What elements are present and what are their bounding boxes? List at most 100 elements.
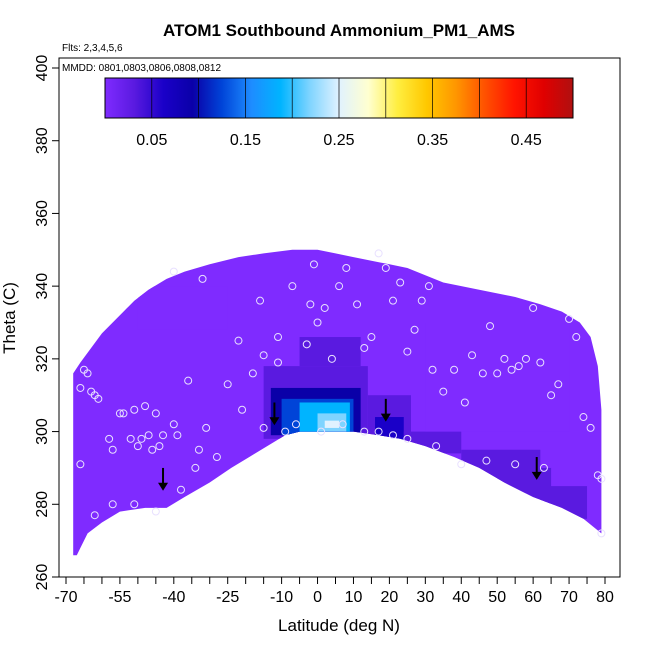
data-point bbox=[529, 303, 538, 312]
data-point bbox=[327, 354, 336, 363]
data-point bbox=[410, 325, 419, 334]
x-tick-label: -55 bbox=[108, 589, 131, 606]
y-tick-label: 400 bbox=[34, 55, 51, 82]
colorbar: 0.05 0.15 0.25 0.35 0.45 bbox=[104, 77, 574, 149]
profile-arrow bbox=[269, 402, 280, 426]
heatmap-cells bbox=[137, 286, 588, 519]
data-point bbox=[151, 507, 160, 516]
data-point bbox=[141, 402, 150, 411]
colorbar-frame bbox=[104, 77, 574, 119]
y-tick-label: 300 bbox=[34, 418, 51, 445]
data-point bbox=[360, 343, 369, 352]
colorbar-labels: 0.05 0.15 0.25 0.35 0.45 bbox=[136, 132, 542, 149]
data-point bbox=[259, 351, 268, 360]
data-point bbox=[342, 263, 351, 272]
data-point bbox=[313, 318, 322, 327]
data-point bbox=[306, 300, 315, 309]
data-point bbox=[360, 427, 369, 436]
data-point bbox=[130, 500, 139, 509]
x-axis: -70 -55 -40 -25 -10 0 10 20 30 40 50 60 70 80 bbox=[54, 576, 614, 606]
data-point bbox=[403, 434, 412, 443]
data-point bbox=[90, 511, 99, 520]
data-point bbox=[572, 333, 581, 342]
data-point bbox=[259, 423, 268, 432]
x-tick-label: -40 bbox=[162, 589, 185, 606]
data-point bbox=[202, 423, 211, 432]
data-point bbox=[198, 274, 207, 283]
data-point bbox=[83, 369, 92, 378]
data-point bbox=[450, 365, 459, 374]
x-tick-label: 20 bbox=[381, 589, 399, 606]
data-point bbox=[511, 460, 520, 469]
data-point bbox=[130, 405, 139, 414]
sample-points bbox=[76, 249, 606, 538]
heatmap-cell bbox=[375, 417, 404, 443]
x-tick-label: -70 bbox=[54, 589, 77, 606]
data-point bbox=[105, 434, 114, 443]
data-point bbox=[320, 303, 329, 312]
colorbar-dividers bbox=[151, 78, 527, 118]
data-point bbox=[302, 340, 311, 349]
data-point bbox=[486, 322, 495, 331]
data-point bbox=[417, 296, 426, 305]
x-tick-label: 10 bbox=[345, 589, 363, 606]
colorbar-tick-label: 0.25 bbox=[323, 132, 354, 149]
data-point bbox=[108, 445, 117, 454]
data-point bbox=[223, 380, 232, 389]
data-point bbox=[191, 463, 200, 472]
data-point bbox=[374, 427, 383, 436]
data-point bbox=[367, 333, 376, 342]
y-tick-label: 260 bbox=[34, 564, 51, 591]
data-point bbox=[586, 423, 595, 432]
x-tick-label: 80 bbox=[596, 589, 614, 606]
x-tick-label: -25 bbox=[216, 589, 239, 606]
data-point bbox=[212, 453, 221, 462]
data-point bbox=[493, 369, 502, 378]
data-point bbox=[539, 463, 548, 472]
data-point bbox=[94, 394, 103, 403]
data-point bbox=[428, 365, 437, 374]
x-tick-label: 30 bbox=[416, 589, 434, 606]
data-point bbox=[291, 420, 300, 429]
data-point bbox=[500, 354, 509, 363]
colorbar-tick-label: 0.35 bbox=[417, 132, 448, 149]
data-point bbox=[457, 460, 466, 469]
y-axis-label: Theta (C) bbox=[0, 282, 19, 354]
profile-arrow bbox=[158, 467, 169, 491]
y-tick-label: 380 bbox=[34, 127, 51, 154]
x-tick-label: 0 bbox=[313, 589, 322, 606]
data-point bbox=[108, 500, 117, 509]
heatmap-cell bbox=[137, 286, 228, 330]
x-tick-label: -10 bbox=[270, 589, 293, 606]
data-point bbox=[151, 409, 160, 418]
data-point bbox=[126, 434, 135, 443]
data-point bbox=[424, 282, 433, 291]
data-point bbox=[317, 427, 326, 436]
data-point bbox=[281, 427, 290, 436]
x-tick-label: 70 bbox=[560, 589, 578, 606]
data-point bbox=[374, 249, 383, 258]
data-point bbox=[396, 278, 405, 287]
data-point bbox=[381, 263, 390, 272]
x-tick-label: 40 bbox=[452, 589, 470, 606]
profile-arrow bbox=[531, 457, 542, 480]
colorbar-tick-label: 0.45 bbox=[511, 132, 542, 149]
data-point bbox=[521, 354, 530, 363]
data-point bbox=[468, 351, 477, 360]
profile-arrows bbox=[158, 398, 542, 491]
data-point bbox=[176, 485, 185, 494]
data-point bbox=[579, 413, 588, 422]
data-point bbox=[554, 380, 563, 389]
data-point bbox=[597, 474, 606, 483]
data-point bbox=[159, 431, 168, 440]
x-axis-label: Latitude (deg N) bbox=[278, 616, 400, 635]
data-point bbox=[547, 391, 556, 400]
data-point bbox=[169, 420, 178, 429]
data-point bbox=[238, 405, 247, 414]
x-tick-label: 60 bbox=[524, 589, 542, 606]
data-point bbox=[173, 431, 182, 440]
data-point bbox=[184, 376, 193, 385]
data-point bbox=[338, 420, 347, 429]
x-tick-label: 50 bbox=[488, 589, 506, 606]
